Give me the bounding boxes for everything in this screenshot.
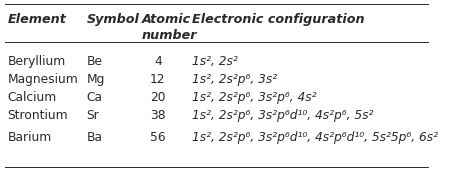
Text: Be: Be	[87, 55, 103, 68]
Text: Symbol: Symbol	[87, 13, 139, 26]
Text: Atomic: Atomic	[141, 13, 191, 26]
Text: 1s², 2s²p⁶, 3s²p⁶d¹⁰, 4s²p⁶d¹⁰, 5s²5p⁶, 6s²: 1s², 2s²p⁶, 3s²p⁶d¹⁰, 4s²p⁶d¹⁰, 5s²5p⁶, …	[191, 131, 438, 144]
Text: 1s², 2s²p⁶, 3s²p⁶d¹⁰, 4s²p⁶, 5s²: 1s², 2s²p⁶, 3s²p⁶d¹⁰, 4s²p⁶, 5s²	[191, 109, 373, 122]
Text: Sr: Sr	[87, 109, 100, 122]
Text: 12: 12	[150, 73, 165, 86]
Text: 1s², 2s²: 1s², 2s²	[191, 55, 237, 68]
Text: 20: 20	[150, 91, 165, 104]
Text: Mg: Mg	[87, 73, 105, 86]
Text: Magnesium: Magnesium	[7, 73, 78, 86]
Text: number: number	[141, 29, 197, 42]
Text: Beryllium: Beryllium	[7, 55, 65, 68]
Text: Ba: Ba	[87, 131, 103, 144]
Text: 56: 56	[150, 131, 166, 144]
Text: 1s², 2s²p⁶, 3s²p⁶, 4s²: 1s², 2s²p⁶, 3s²p⁶, 4s²	[191, 91, 316, 104]
Text: 38: 38	[150, 109, 166, 122]
Text: Calcium: Calcium	[7, 91, 56, 104]
Text: 1s², 2s²p⁶, 3s²: 1s², 2s²p⁶, 3s²	[191, 73, 277, 86]
Text: Ca: Ca	[87, 91, 103, 104]
Text: Strontium: Strontium	[7, 109, 68, 122]
Text: 4: 4	[154, 55, 162, 68]
Text: Element: Element	[7, 13, 66, 26]
Text: Barium: Barium	[7, 131, 52, 144]
Text: Electronic configuration: Electronic configuration	[191, 13, 365, 26]
